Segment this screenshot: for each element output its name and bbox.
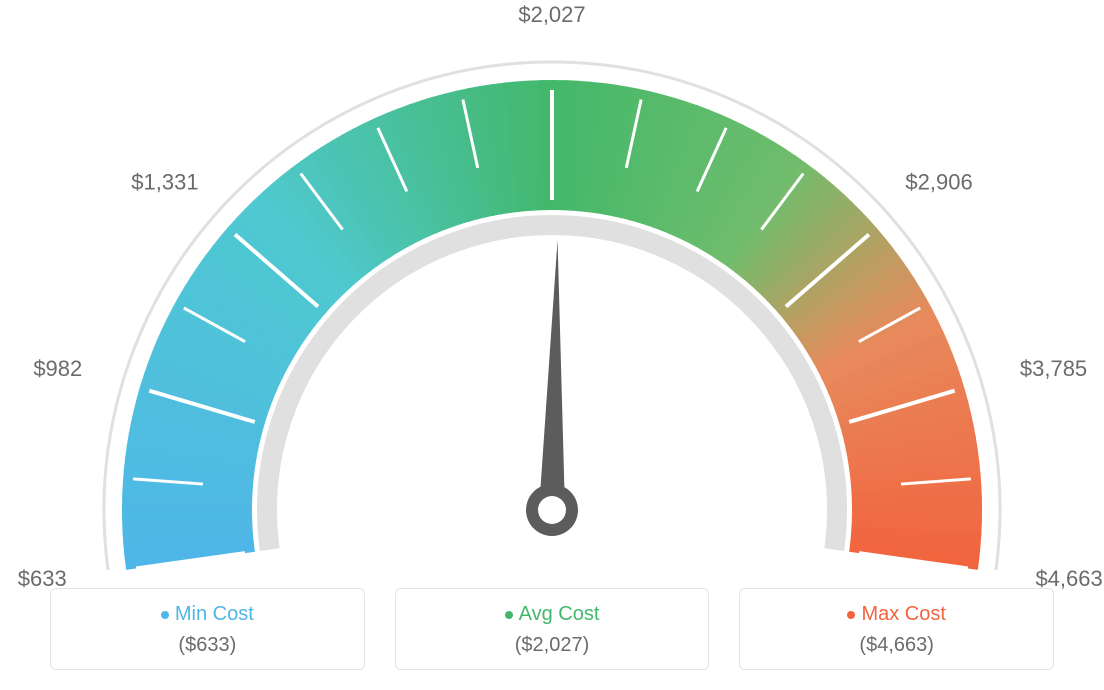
gauge-tick-label: $1,331 <box>131 170 198 196</box>
legend-max-dot <box>847 611 855 619</box>
legend-avg-value: ($2,027) <box>406 634 699 657</box>
legend-max-value: ($4,663) <box>750 634 1043 657</box>
legend-min-value: ($633) <box>61 634 354 657</box>
gauge-svg <box>0 10 1104 570</box>
gauge-tick-label: $2,906 <box>905 170 972 196</box>
legend-max-title: Max Cost <box>750 603 1043 626</box>
gauge-tick-label: $3,785 <box>1020 356 1087 382</box>
legend-row: Min Cost ($633) Avg Cost ($2,027) Max Co… <box>50 588 1054 670</box>
cost-gauge-chart: $633$982$1,331$2,027$2,906$3,785$4,663 M… <box>0 0 1104 690</box>
legend-avg-dot <box>505 611 513 619</box>
legend-min-title: Min Cost <box>61 603 354 626</box>
legend-avg-title: Avg Cost <box>406 603 699 626</box>
legend-card-max: Max Cost ($4,663) <box>739 588 1054 670</box>
gauge-needle <box>539 240 565 510</box>
legend-avg-label: Avg Cost <box>519 603 600 625</box>
gauge-tick-label: $982 <box>33 356 82 382</box>
legend-min-label: Min Cost <box>175 603 254 625</box>
gauge-tick-label: $2,027 <box>518 2 585 28</box>
legend-card-min: Min Cost ($633) <box>50 588 365 670</box>
legend-min-dot <box>161 611 169 619</box>
legend-max-label: Max Cost <box>861 603 945 625</box>
gauge-area: $633$982$1,331$2,027$2,906$3,785$4,663 <box>0 10 1104 570</box>
legend-card-avg: Avg Cost ($2,027) <box>395 588 710 670</box>
